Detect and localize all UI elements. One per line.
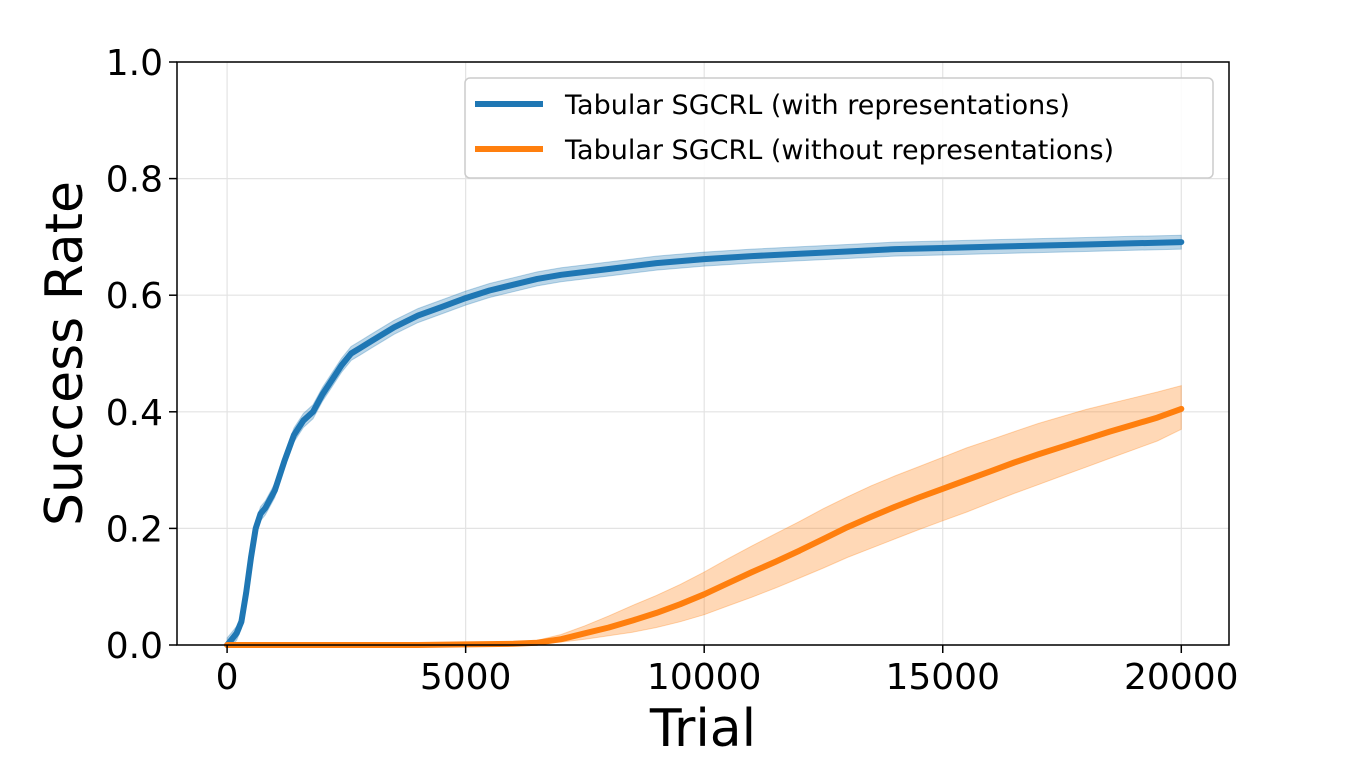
x-tick-label: 10000 bbox=[647, 657, 762, 698]
y-axis-ticks: 0.0 0.2 0.4 0.6 0.8 1.0 bbox=[106, 43, 177, 667]
series-line-1 bbox=[224, 405, 1185, 648]
legend-label-without-representations: Tabular SGCRL (without representations) bbox=[564, 135, 1114, 166]
y-tick-label: 1.0 bbox=[106, 43, 163, 84]
x-tick-label: 5000 bbox=[420, 657, 512, 698]
y-tick-label: 0.0 bbox=[106, 626, 163, 667]
legend-label-with-representations: Tabular SGCRL (with representations) bbox=[564, 90, 1070, 121]
legend-box bbox=[464, 77, 1214, 179]
x-tick-label: 15000 bbox=[885, 657, 1000, 698]
series-lines bbox=[224, 239, 1185, 648]
y-tick-label: 0.8 bbox=[106, 160, 163, 201]
y-tick-label: 0.6 bbox=[106, 276, 163, 317]
legend: Tabular SGCRL (with representations) Tab… bbox=[464, 77, 1214, 179]
plot-frame bbox=[176, 61, 1230, 646]
y-tick-label: 0.4 bbox=[106, 393, 163, 434]
x-tick-label: 20000 bbox=[1124, 657, 1239, 698]
series-line-0 bbox=[224, 239, 1185, 648]
confidence-band-series-0 bbox=[226, 234, 1182, 646]
y-axis-label: Success Rate bbox=[35, 181, 95, 526]
x-axis-label: Trial bbox=[649, 699, 756, 759]
x-tick-label: 0 bbox=[216, 657, 239, 698]
y-tick-label: 0.2 bbox=[106, 509, 163, 550]
x-axis-ticks: 0 5000 10000 15000 20000 bbox=[216, 645, 1239, 698]
